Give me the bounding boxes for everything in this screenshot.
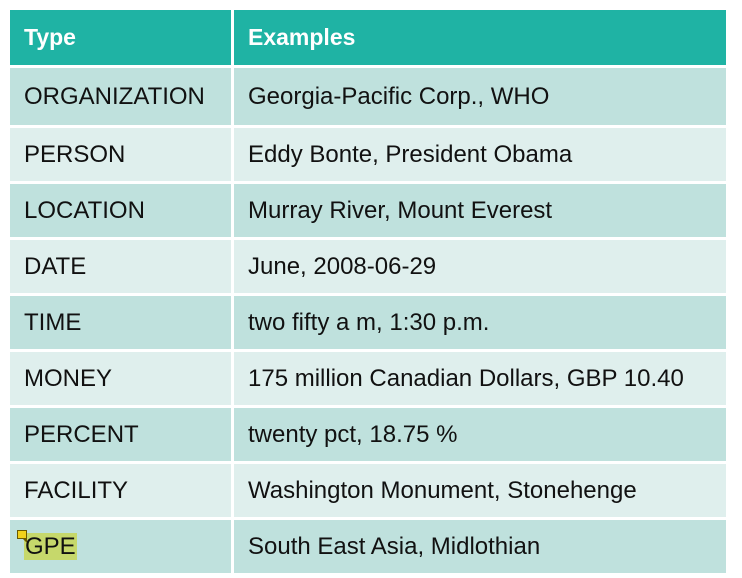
entity-types-table: Type Examples ORGANIZATION Georgia-Pacif… [7, 7, 729, 576]
table-row: GPE South East Asia, Midlothian [7, 517, 729, 576]
table-row: DATE June, 2008-06-29 [7, 237, 729, 296]
examples-cell: twenty pct, 18.75 % [231, 405, 729, 464]
type-cell: TIME [7, 293, 234, 352]
highlighted-type-text: GPE [24, 532, 77, 560]
examples-cell: two fifty a m, 1:30 p.m. [231, 293, 729, 352]
table-row: PERSON Eddy Bonte, President Obama [7, 125, 729, 184]
entity-types-table-container: Type Examples ORGANIZATION Georgia-Pacif… [7, 7, 729, 576]
examples-cell: Washington Monument, Stonehenge [231, 461, 729, 520]
examples-cell: June, 2008-06-29 [231, 237, 729, 296]
comment-icon[interactable] [17, 530, 27, 543]
table-row: LOCATION Murray River, Mount Everest [7, 181, 729, 240]
type-cell: LOCATION [7, 181, 234, 240]
type-cell: MONEY [7, 349, 234, 408]
examples-cell: South East Asia, Midlothian [231, 517, 729, 576]
table-row: PERCENT twenty pct, 18.75 % [7, 405, 729, 464]
column-header-examples: Examples [231, 7, 729, 68]
table-row: ORGANIZATION Georgia-Pacific Corp., WHO [7, 65, 729, 128]
type-cell: DATE [7, 237, 234, 296]
examples-cell: 175 million Canadian Dollars, GBP 10.40 [231, 349, 729, 408]
type-cell: FACILITY [7, 461, 234, 520]
examples-cell: Georgia-Pacific Corp., WHO [231, 65, 729, 128]
type-cell: GPE [7, 517, 234, 576]
type-cell: ORGANIZATION [7, 65, 234, 128]
type-cell: PERCENT [7, 405, 234, 464]
table-row: TIME two fifty a m, 1:30 p.m. [7, 293, 729, 352]
examples-cell: Murray River, Mount Everest [231, 181, 729, 240]
table-row: MONEY 175 million Canadian Dollars, GBP … [7, 349, 729, 408]
type-cell: PERSON [7, 125, 234, 184]
examples-cell: Eddy Bonte, President Obama [231, 125, 729, 184]
table-row: FACILITY Washington Monument, Stonehenge [7, 461, 729, 520]
column-header-type: Type [7, 7, 234, 68]
table-header-row: Type Examples [7, 7, 729, 68]
